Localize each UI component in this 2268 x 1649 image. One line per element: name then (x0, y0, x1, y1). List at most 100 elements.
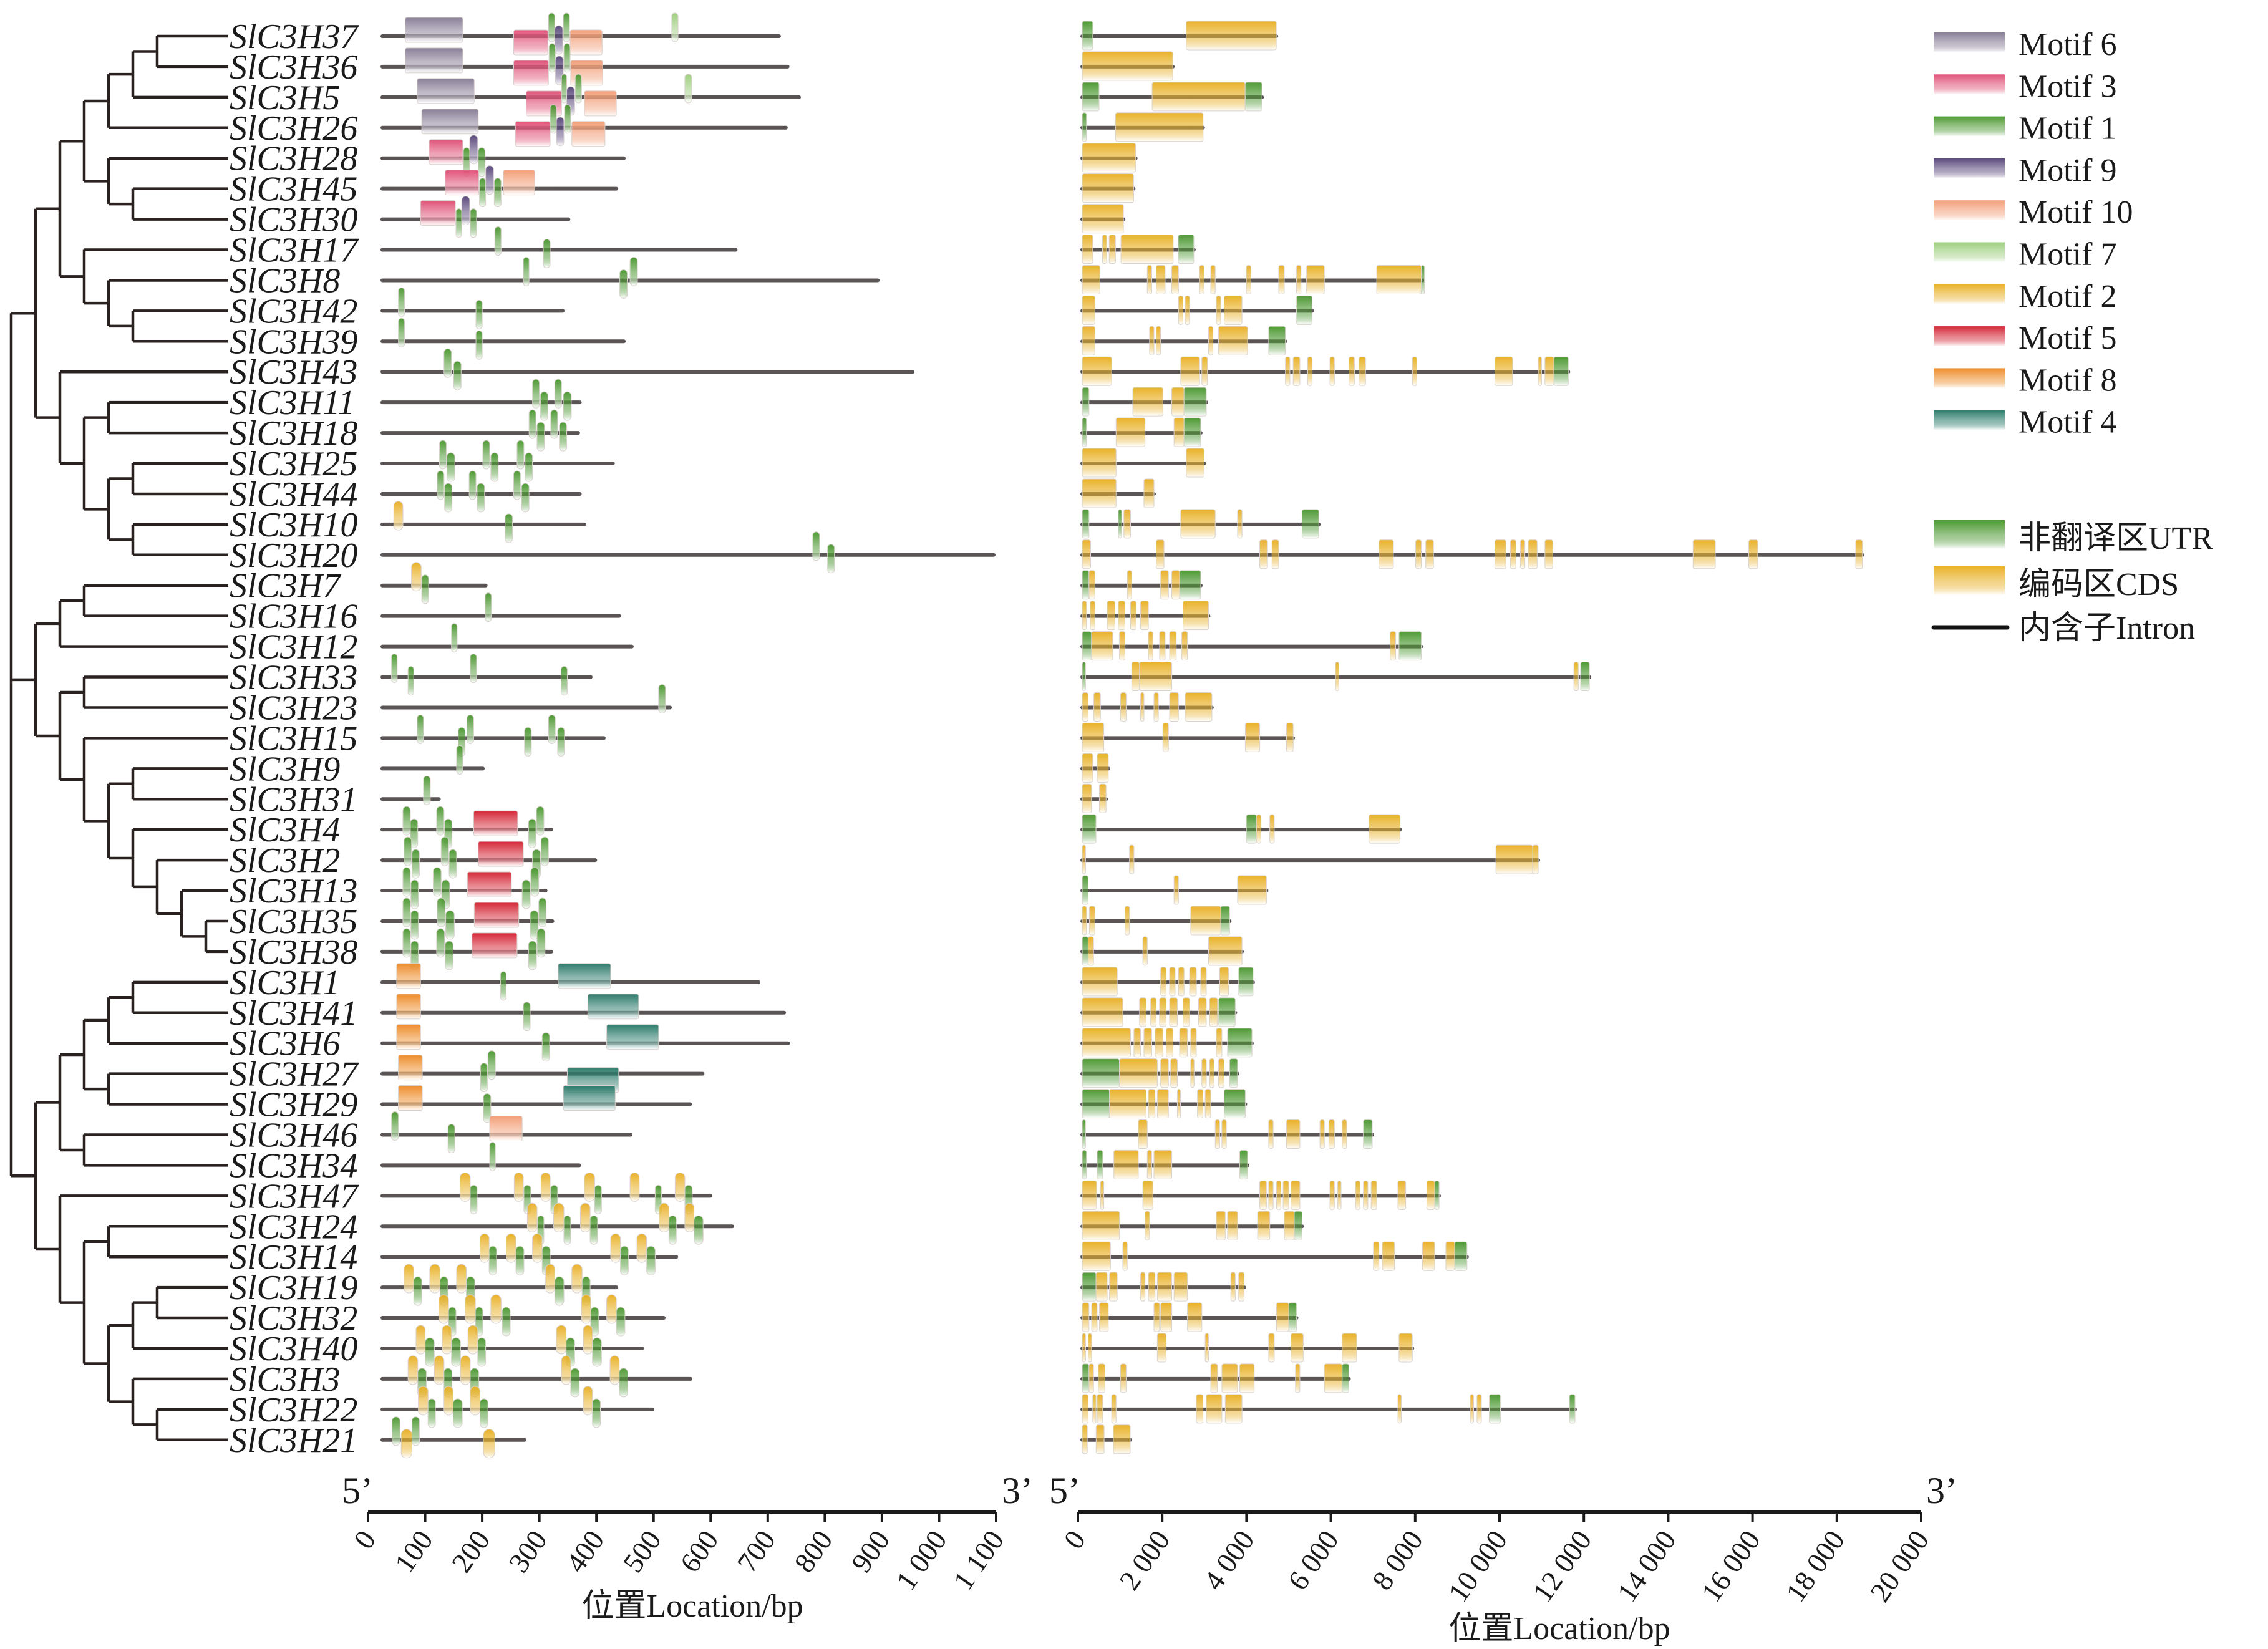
utr-exon-box (1183, 387, 1207, 417)
cds-exon-box (1097, 1394, 1103, 1424)
structure-tick-label: 6 000 (1282, 1524, 1345, 1595)
cds-exon-box (1119, 631, 1126, 661)
motif-1-box (502, 1307, 511, 1337)
motif-1-box (451, 623, 458, 653)
motif-6-box (405, 17, 463, 43)
utr-exon-box (1082, 662, 1086, 692)
cds-exon-box (1319, 1119, 1325, 1149)
gene-label: SlC3H7 (230, 567, 341, 606)
cds-exon-box (1093, 692, 1101, 722)
cds-exon-box (1355, 1180, 1360, 1210)
structure-tick-label: 0 (1057, 1524, 1092, 1554)
gene-label: SlC3H29 (230, 1086, 357, 1124)
legend-label: 内含子Intron (2018, 611, 2195, 646)
utr-exon-box (1363, 1119, 1373, 1149)
legend-item-cds: 编码区CDS (1934, 566, 2179, 602)
structure-row (1080, 1180, 1442, 1210)
cds-exon-box (1149, 326, 1155, 355)
utr-exon-box (1082, 936, 1088, 966)
structure-tick-label: 14 000 (1611, 1524, 1682, 1607)
structure-row (1080, 1058, 1239, 1088)
motif-row (380, 963, 760, 1001)
structure-row (1080, 631, 1423, 661)
utr-exon-box (1239, 1149, 1248, 1179)
motif-2-box (606, 1294, 617, 1324)
motif-1-box (475, 299, 483, 329)
motif-2-box (393, 501, 404, 531)
motif-3-box (420, 200, 456, 226)
cds-exon-box (1082, 1028, 1131, 1058)
gene-label: SlC3H47 (230, 1177, 359, 1216)
motif-tick-label: 400 (560, 1524, 610, 1578)
cds-exon-box (1494, 356, 1513, 386)
utr-exon-box (1398, 631, 1422, 661)
motif-2-box (404, 1264, 414, 1294)
motif-row (380, 1325, 644, 1367)
structure-row (1080, 1363, 1351, 1393)
right-axis-3prime-label: 3’ (1926, 1470, 1957, 1511)
cds-exon-box (1328, 1119, 1335, 1149)
cds-exon-box (1145, 1211, 1150, 1240)
cds-exon-box (1098, 1363, 1105, 1393)
gene-labels: SlC3H37SlC3H36SlC3H5SlC3H26SlC3H28SlC3H4… (230, 17, 359, 1460)
motif-1-box (425, 1337, 435, 1367)
cds-exon-box (1422, 1241, 1435, 1271)
cds-exon-box (1223, 295, 1243, 325)
motif-1-box (456, 745, 463, 775)
motif-1-box (444, 483, 453, 513)
structure-row (1080, 509, 1321, 539)
legend-swatch (1934, 566, 2005, 595)
cds-exon-box (1160, 967, 1167, 997)
motif-tick-label: 900 (845, 1524, 896, 1578)
legend-item-m6: Motif 6 (1934, 27, 2116, 62)
motif-2-box (456, 1264, 467, 1294)
cds-exon-box (1151, 82, 1246, 112)
motif-1-box (479, 178, 487, 208)
gene-label: SlC3H19 (230, 1269, 357, 1307)
utr-exon-box (1246, 814, 1257, 844)
legend-item-m2: Motif 2 (1934, 279, 2116, 314)
motif-1-box (443, 348, 452, 378)
motif-2-box (407, 1355, 419, 1385)
motif-8-box (398, 1085, 423, 1111)
cds-exon-box (1122, 1241, 1128, 1271)
motif-2-box (418, 1386, 429, 1416)
motif-1-box (478, 147, 486, 177)
utr-exon-box (1301, 509, 1319, 539)
gene-label: SlC3H43 (230, 353, 357, 392)
cds-exon-box (1185, 692, 1213, 722)
motif-8-box (396, 994, 421, 1020)
motif-1-box (523, 1002, 531, 1032)
motif-1-box (532, 379, 540, 409)
motif-row (380, 226, 738, 269)
motif-1-box (564, 104, 571, 134)
motif-2-box (580, 1202, 591, 1232)
structure-row (1080, 21, 1279, 51)
cds-exon-box (1214, 1119, 1220, 1149)
cds-exon-box (1218, 326, 1248, 355)
motif-2-box (571, 1264, 583, 1294)
motif-1-box (488, 1245, 497, 1275)
motif-1-box (530, 910, 539, 940)
cds-exon-box (1271, 539, 1279, 569)
structure-row (1080, 204, 1126, 234)
motif-2-box (459, 1172, 471, 1202)
motif-1-box (480, 1063, 488, 1093)
cds-exon-box (1148, 1089, 1156, 1119)
motif-1-box (468, 470, 477, 500)
motif-9-box (461, 196, 470, 226)
right-axis-title: 位置Location/bp (1448, 1611, 1670, 1647)
motif-2-box (443, 1386, 453, 1416)
structure-row (1080, 1119, 1375, 1149)
motif-1-box (592, 1398, 601, 1428)
motif-1-box (570, 1368, 580, 1398)
motif-1-box (540, 391, 548, 421)
cds-exon-box (1091, 631, 1113, 661)
motif-1-box (477, 483, 485, 513)
cds-exon-box (1082, 997, 1123, 1027)
motif-2-box (490, 1294, 502, 1324)
structure-row (1080, 235, 1196, 264)
cds-exon-box (1082, 844, 1086, 874)
gene-label: SlC3H8 (230, 261, 340, 300)
structure-row (1080, 112, 1205, 142)
